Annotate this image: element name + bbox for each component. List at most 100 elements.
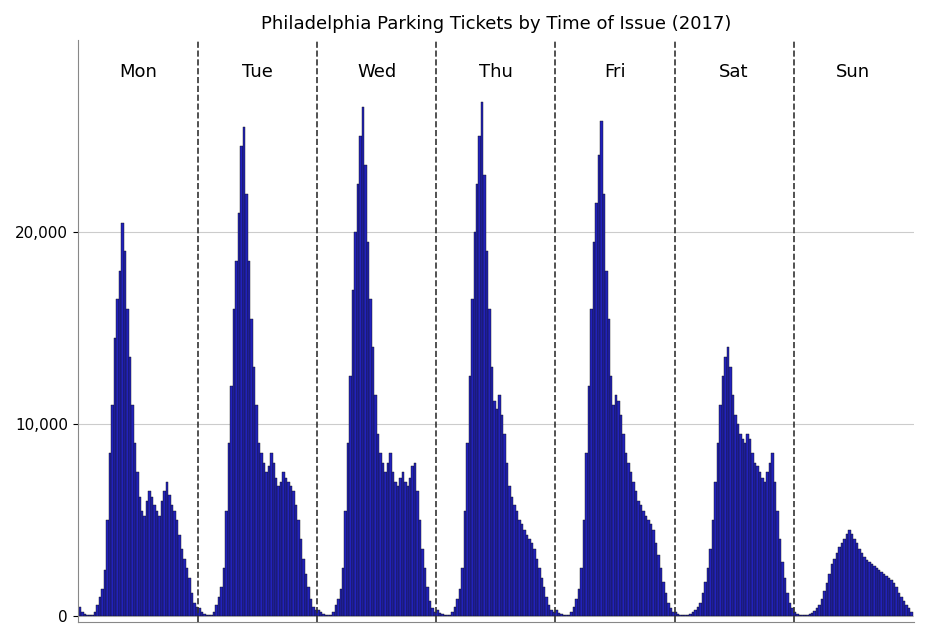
Bar [315, 610, 316, 616]
Bar [754, 463, 755, 616]
Bar [791, 608, 793, 616]
Bar [592, 242, 595, 616]
Bar [577, 589, 580, 616]
Bar [414, 463, 416, 616]
Bar [227, 444, 230, 616]
Bar [392, 472, 393, 616]
Bar [641, 510, 644, 616]
Bar [500, 415, 503, 616]
Bar [429, 601, 431, 616]
Bar [379, 453, 381, 616]
Bar [448, 615, 451, 616]
Bar [408, 478, 411, 616]
Bar [508, 486, 510, 616]
Bar [290, 486, 292, 616]
Bar [830, 564, 832, 616]
Bar [533, 549, 535, 616]
Bar [825, 583, 828, 616]
Bar [560, 614, 562, 616]
Bar [242, 126, 245, 616]
Text: Sat: Sat [718, 63, 748, 81]
Bar [570, 612, 573, 616]
Bar [543, 587, 545, 616]
Bar [188, 578, 190, 616]
Bar [699, 603, 701, 616]
Bar [190, 593, 193, 616]
Bar [356, 184, 359, 616]
Bar [907, 608, 909, 616]
Bar [205, 615, 208, 616]
Bar [540, 578, 543, 616]
Bar [377, 434, 379, 616]
Bar [515, 510, 518, 616]
Bar [884, 576, 887, 616]
Bar [453, 606, 456, 616]
Bar [726, 347, 728, 616]
Bar [181, 549, 183, 616]
Bar [662, 581, 664, 616]
Bar [649, 524, 651, 616]
Bar [872, 566, 874, 616]
Bar [880, 572, 882, 616]
Bar [696, 606, 699, 616]
Bar [277, 486, 279, 616]
Bar [307, 587, 309, 616]
Bar [324, 615, 327, 616]
Bar [625, 453, 626, 616]
Bar [778, 539, 780, 616]
Bar [275, 478, 277, 616]
Bar [220, 587, 223, 616]
Bar [248, 261, 250, 616]
Bar [230, 386, 233, 616]
Bar [537, 568, 540, 616]
Bar [240, 146, 242, 616]
Bar [505, 463, 508, 616]
Bar [565, 615, 567, 616]
Bar [109, 453, 111, 616]
Bar [186, 568, 188, 616]
Bar [770, 453, 773, 616]
Bar [895, 587, 896, 616]
Bar [106, 520, 109, 616]
Bar [399, 478, 401, 616]
Bar [334, 604, 337, 616]
Bar [156, 510, 158, 616]
Bar [91, 615, 94, 616]
Bar [203, 614, 205, 616]
Bar [165, 482, 168, 616]
Bar [574, 599, 577, 616]
Bar [651, 529, 654, 616]
Bar [161, 501, 163, 616]
Bar [496, 409, 497, 616]
Bar [793, 612, 795, 616]
Bar [867, 562, 870, 616]
Bar [612, 405, 614, 616]
Bar [862, 556, 865, 616]
Bar [671, 612, 674, 616]
Bar [622, 434, 625, 616]
Bar [835, 553, 837, 616]
Bar [264, 472, 267, 616]
Bar [552, 612, 555, 616]
Bar [899, 597, 902, 616]
Bar [527, 539, 530, 616]
Bar [352, 290, 354, 616]
Bar [582, 520, 585, 616]
Bar [832, 558, 835, 616]
Bar [94, 612, 97, 616]
Bar [423, 568, 426, 616]
Bar [369, 299, 371, 616]
Bar [810, 613, 813, 616]
Bar [865, 560, 867, 616]
Bar [852, 539, 855, 616]
Bar [371, 347, 374, 616]
Bar [178, 535, 181, 616]
Bar [86, 615, 89, 616]
Bar [82, 612, 84, 616]
Bar [743, 444, 746, 616]
Bar [610, 376, 612, 616]
Bar [304, 574, 307, 616]
Bar [617, 401, 619, 616]
Bar [198, 608, 200, 616]
Bar [761, 478, 763, 616]
